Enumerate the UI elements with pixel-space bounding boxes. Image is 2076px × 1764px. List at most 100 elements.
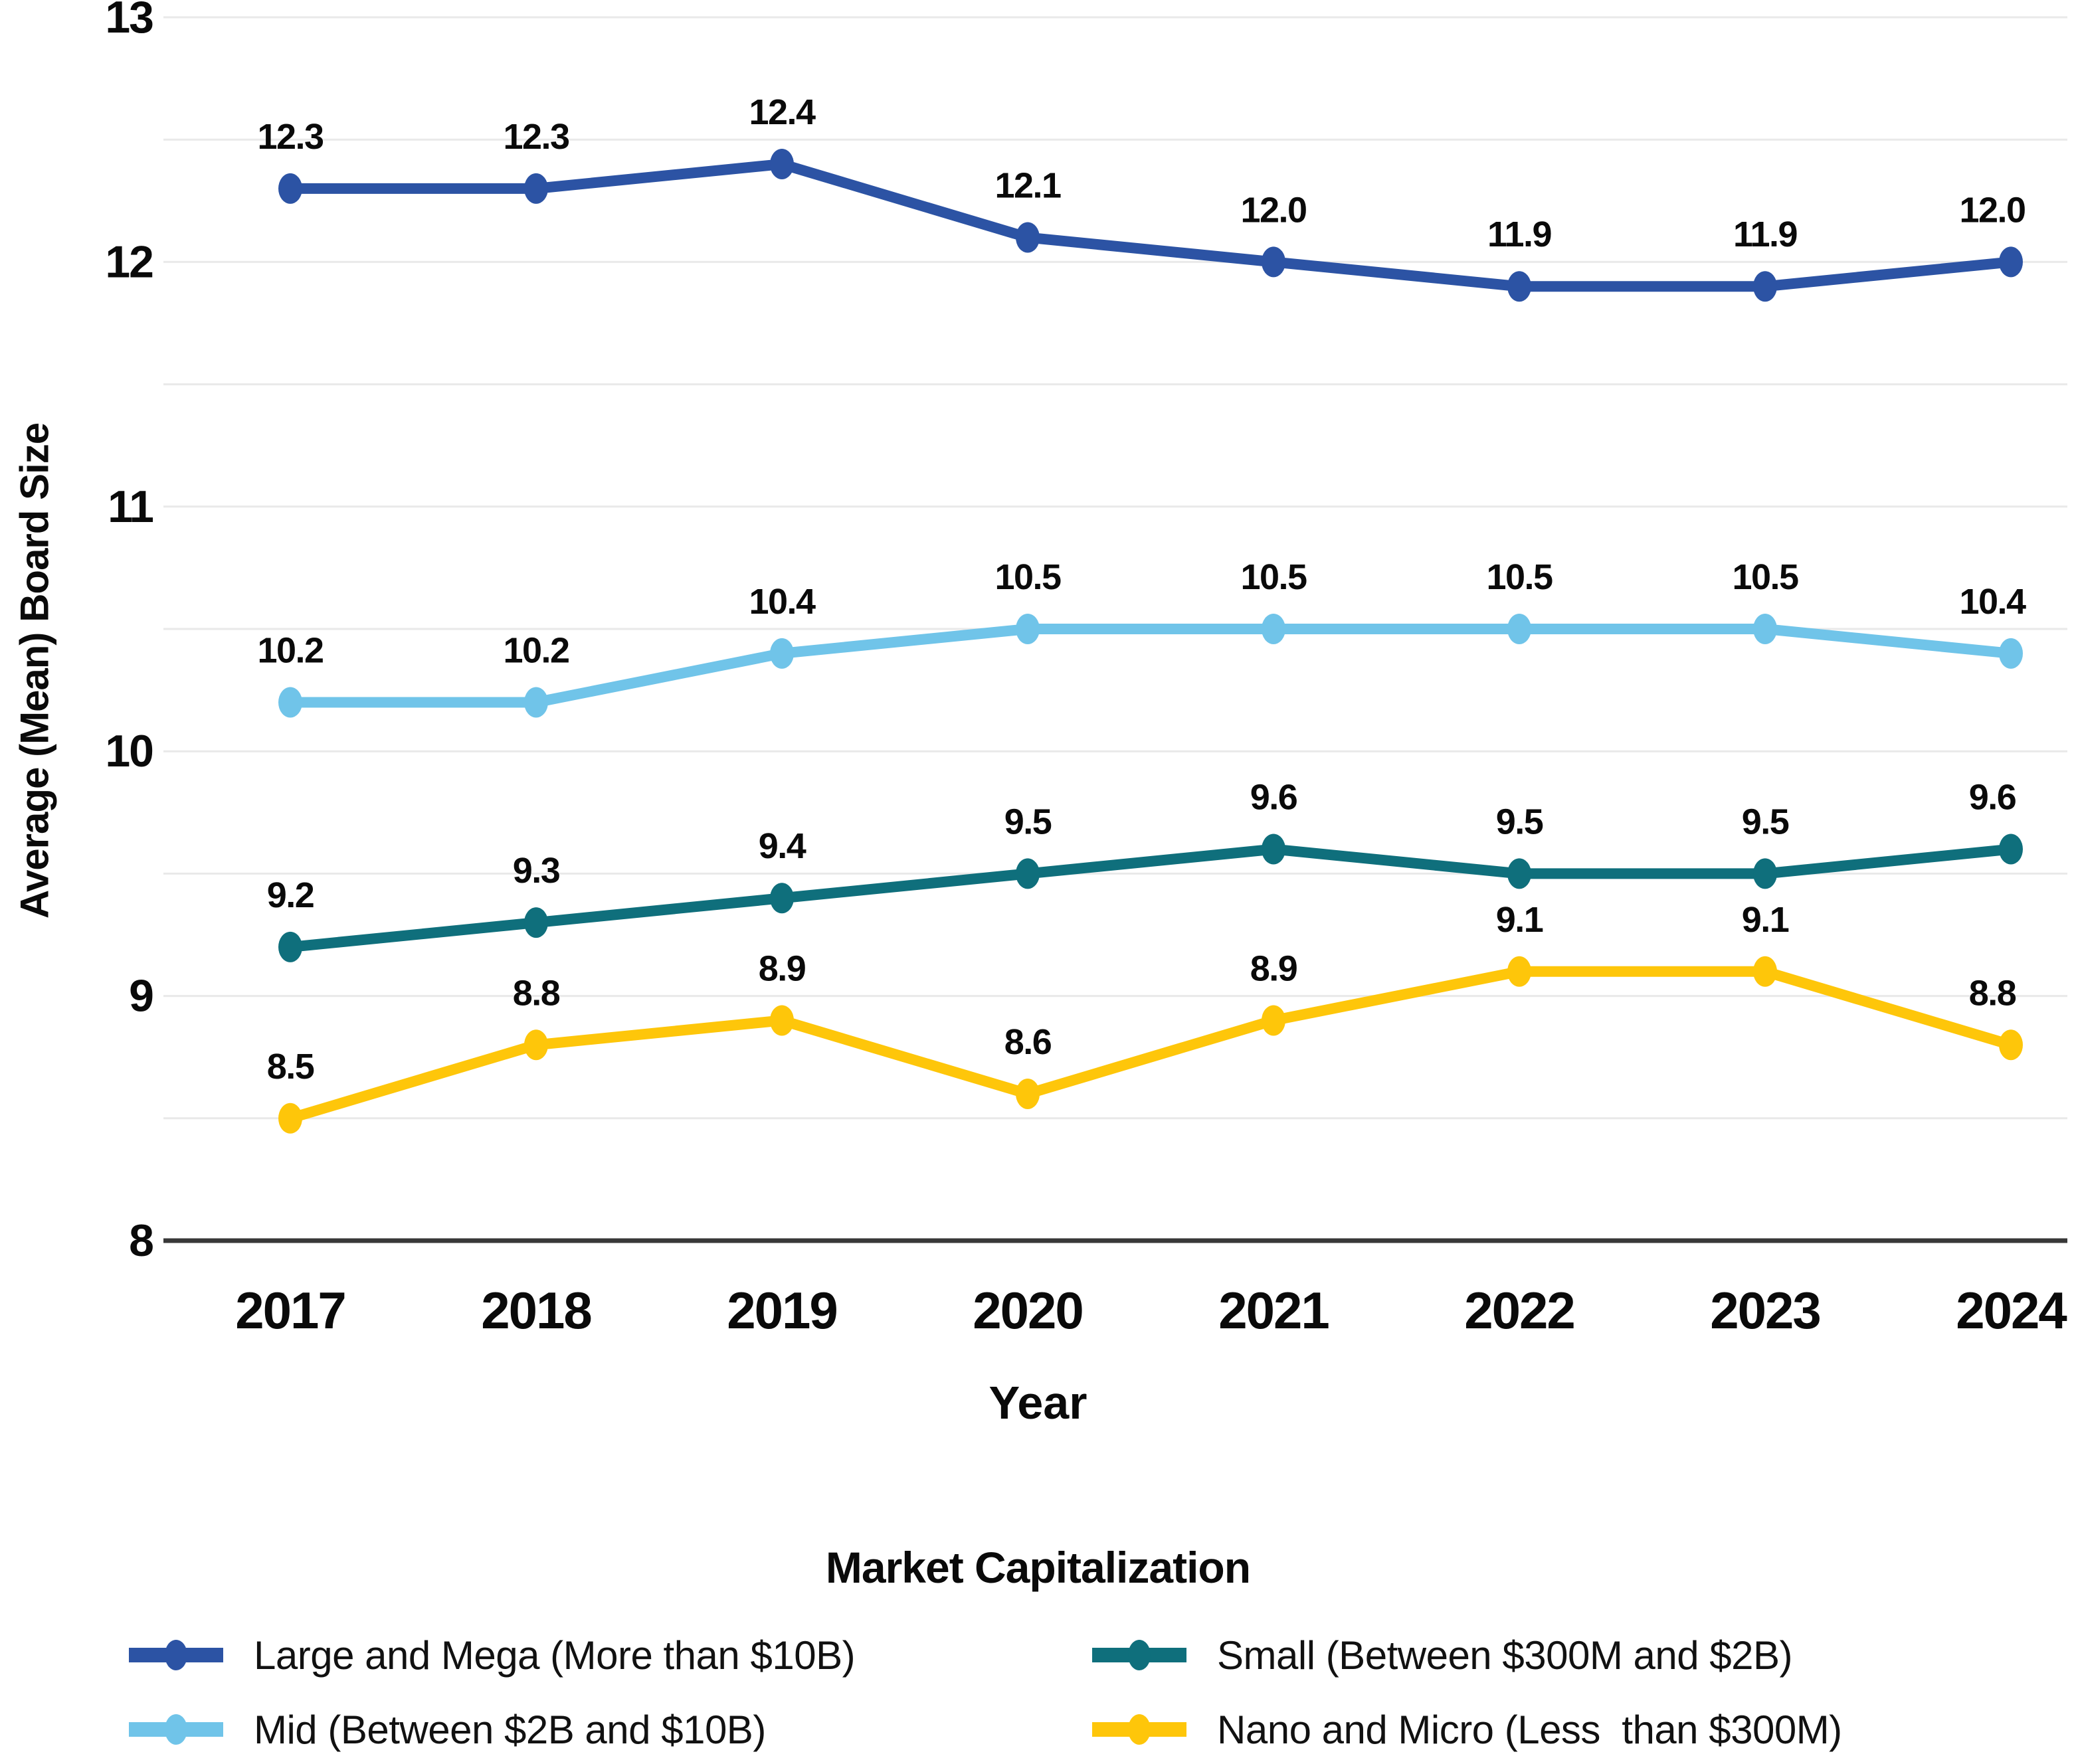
legend-grid: Large and Mega (More than $10B) Mid (Bet… [0, 1627, 2076, 1757]
data-point-label: 11.9 [1487, 215, 1552, 254]
line-marker-icon [1092, 1714, 1186, 1745]
series-line-3 [288, 966, 2013, 1124]
line-marker-icon [129, 1714, 223, 1745]
data-point-label: 10.5 [1240, 557, 1307, 597]
y-tick-label: 8 [129, 1215, 153, 1266]
data-point-label: 8.6 [1004, 1022, 1052, 1062]
legend-title: Market Capitalization [825, 1543, 1251, 1592]
y-axis-title: Average (Mean) Board Size [12, 422, 57, 919]
data-point-label: 9.6 [1969, 778, 2016, 818]
x-tick-label: 2019 [727, 1281, 837, 1340]
legend-label: Large and Mega (More than $10B) [254, 1632, 856, 1678]
data-point-label: 10.2 [257, 631, 323, 671]
y-tick-label: 12 [105, 236, 153, 287]
data-point-label: 12.4 [749, 92, 816, 132]
line-marker-icon [129, 1640, 223, 1670]
data-point [1999, 1029, 2023, 1061]
data-point-label: 10.5 [1732, 557, 1798, 597]
y-tick-label: 9 [129, 971, 153, 1021]
data-point-label: 8.5 [267, 1047, 314, 1087]
data-point [1262, 246, 1285, 278]
data-point [1753, 858, 1777, 889]
data-point-label: 10.5 [994, 557, 1061, 597]
x-tick-label: 2018 [481, 1281, 591, 1340]
data-point [524, 907, 548, 938]
data-point [524, 687, 548, 718]
data-point-label: 11.9 [1733, 215, 1798, 254]
data-point [770, 883, 794, 914]
data-point [1016, 222, 1040, 253]
data-point [1262, 834, 1285, 865]
series-line-2 [290, 843, 2012, 952]
series-line-1 [290, 624, 2012, 708]
data-point-label: 12.3 [503, 117, 569, 157]
data-point-label: 12.0 [1959, 190, 2025, 230]
data-point [1016, 614, 1040, 644]
legend-item-nano-and-micro: Nano and Micro (Less than $300M) [1089, 1702, 2076, 1757]
data-point-label: 9.1 [1742, 900, 1789, 940]
data-point [278, 1102, 302, 1134]
legend-item-large-and-mega: Large and Mega (More than $10B) [126, 1627, 1089, 1683]
data-point [1262, 1005, 1285, 1036]
x-tick-label: 2022 [1464, 1281, 1574, 1340]
data-point-label: 9.5 [1742, 802, 1789, 841]
data-point-label: 9.5 [1496, 802, 1543, 841]
data-point [1016, 858, 1040, 889]
legend: Market Capitalization Large and Mega (Mo… [0, 1542, 2076, 1757]
data-point [1507, 956, 1531, 987]
data-point-label: 9.3 [513, 851, 560, 891]
x-tick-label: 2017 [235, 1281, 345, 1340]
data-point-label: 8.9 [1250, 948, 1297, 988]
x-tick-label: 2020 [973, 1281, 1083, 1340]
series-line-0 [290, 159, 2012, 292]
data-point [524, 1029, 548, 1061]
data-point [1753, 614, 1777, 644]
data-point [278, 173, 302, 204]
data-point-label: 10.5 [1486, 557, 1553, 597]
data-point [278, 931, 302, 962]
chart-canvas: 8 9 10 11 12 13 2017 2018 2019 2020 2021 2022 2023 20… [105, 0, 2068, 1340]
data-point-label: 9.2 [267, 875, 314, 915]
data-point [1753, 271, 1777, 302]
data-point [770, 149, 794, 180]
x-axis-title: Year [989, 1377, 1087, 1429]
data-point [1999, 638, 2023, 669]
legend-item-small: Small (Between $300M and $2B) [1089, 1627, 2076, 1683]
data-point [1507, 271, 1531, 302]
data-point [524, 173, 548, 204]
data-point-label: 10.4 [749, 582, 816, 622]
data-point [278, 687, 302, 718]
data-point [770, 1005, 794, 1036]
x-tick-label: 2023 [1710, 1281, 1820, 1340]
data-point-label: 10.4 [1959, 582, 2026, 622]
data-point [1507, 614, 1531, 644]
data-point-label: 8.8 [1969, 973, 2016, 1013]
data-point-label: 9.6 [1250, 778, 1297, 818]
data-point-label: 12.0 [1240, 190, 1306, 230]
data-point [1507, 858, 1531, 889]
data-point-label: 9.4 [759, 826, 806, 866]
y-tick-label: 13 [105, 0, 153, 43]
data-point [1262, 614, 1285, 644]
data-point-label: 12.1 [994, 166, 1061, 206]
data-point-label: 9.5 [1004, 802, 1052, 841]
data-point [1016, 1078, 1040, 1109]
x-tick-label: 2021 [1218, 1281, 1329, 1340]
legend-label: Mid (Between $2B and $10B) [254, 1707, 766, 1752]
data-point [770, 638, 794, 669]
data-point [1999, 246, 2023, 278]
line-marker-icon [1092, 1640, 1186, 1670]
data-point-label: 8.9 [759, 948, 806, 988]
data-point-label: 10.2 [503, 631, 569, 671]
legend-label: Nano and Micro (Less than $300M) [1217, 1707, 1842, 1752]
x-tick-label: 2024 [1956, 1281, 2067, 1340]
y-tick-label: 11 [108, 482, 153, 532]
data-point-label: 9.1 [1496, 900, 1543, 940]
y-tick-label: 10 [105, 726, 153, 776]
data-point-label: 12.3 [257, 117, 324, 157]
data-point-label: 8.8 [513, 973, 560, 1013]
legend-item-mid: Mid (Between $2B and $10B) [126, 1702, 1089, 1757]
legend-label: Small (Between $300M and $2B) [1217, 1632, 1793, 1678]
data-point [1999, 834, 2023, 865]
